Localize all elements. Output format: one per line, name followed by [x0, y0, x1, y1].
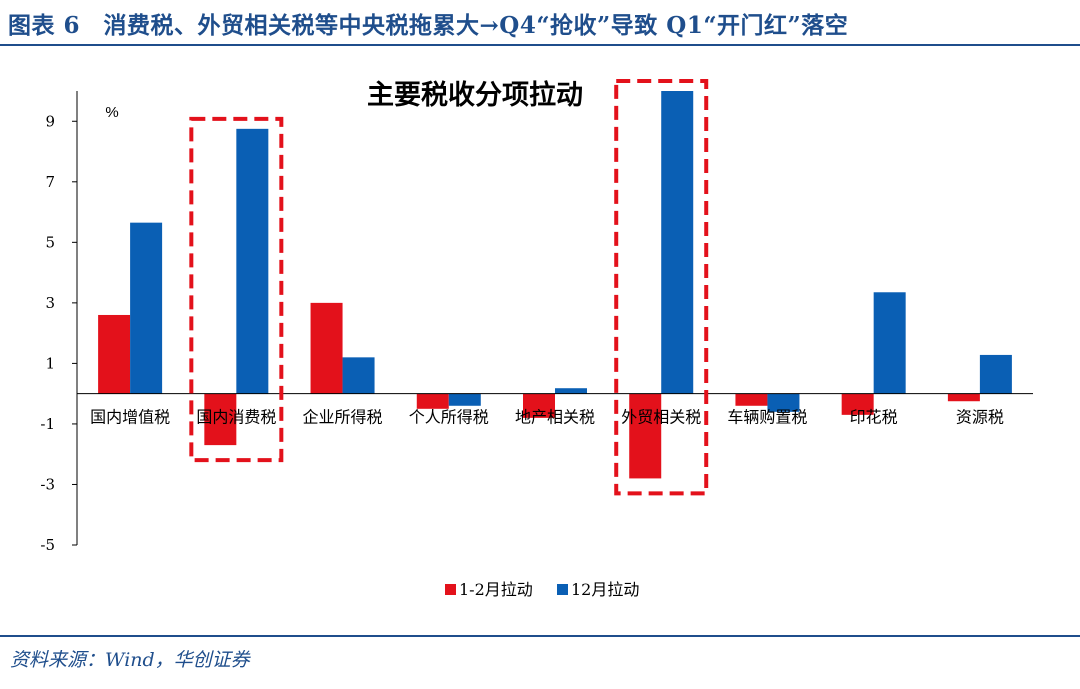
bar-dec-7 — [873, 292, 906, 394]
legend-swatch-dec — [557, 584, 568, 595]
bar-jan-feb-8 — [947, 393, 980, 402]
y-tick-label: 3 — [45, 294, 55, 312]
y-tick-label: 1 — [45, 354, 55, 372]
chart-area: 主要税收分项拉动 % 9 7 5 3 1 -1 -3 -5 国内增值税 国内消费税 企业所得税 个人… — [40, 79, 1033, 599]
legend-label-dec: 12月拉动 — [571, 580, 639, 599]
x-category-label: 资源税 — [956, 408, 1004, 427]
bar-jan-feb-7 — [841, 393, 874, 415]
bar-jan-feb-5 — [629, 393, 662, 479]
figure-title: 图表 6 消费税、外贸相关税等中央税拖累大→Q4“抢收”导致 Q1“开门红”落空 — [8, 12, 849, 39]
bar-dec-4 — [555, 388, 587, 394]
legend-swatch-jan-feb — [445, 584, 456, 595]
highlight-boxes — [189, 79, 709, 496]
y-tick-label: -1 — [40, 415, 55, 433]
y-tick-label: -3 — [40, 475, 55, 493]
x-category-label: 印花税 — [850, 408, 898, 427]
bar-dec-3 — [448, 393, 481, 406]
x-category-label: 车辆购置税 — [727, 408, 807, 427]
x-category-label: 国内消费税 — [196, 408, 276, 427]
y-tick-label: 7 — [45, 173, 55, 191]
y-axis-unit: % — [105, 104, 118, 121]
highlight-box — [614, 79, 709, 496]
x-category-label: 个人所得税 — [409, 408, 489, 427]
bar-jan-feb-2 — [310, 302, 343, 394]
bar-dec-6 — [767, 393, 800, 412]
x-category-label: 外贸相关税 — [621, 408, 701, 427]
y-tick-layer: 9 7 5 3 1 -1 -3 -5 — [40, 112, 77, 554]
bar-dec-2 — [342, 357, 375, 394]
legend[interactable]: 1-2月拉动 12月拉动 — [445, 580, 639, 599]
x-category-label: 企业所得税 — [303, 408, 383, 427]
bar-dec-1 — [236, 128, 269, 394]
y-tick-label: 5 — [45, 233, 55, 251]
y-tick-label: -5 — [40, 536, 55, 554]
top-divider — [0, 44, 1080, 46]
bar-jan-feb-3 — [416, 393, 449, 409]
bars-layer — [98, 91, 1012, 479]
bar-jan-feb-0 — [98, 314, 131, 394]
bar-jan-feb-6 — [735, 393, 768, 406]
legend-label-jan-feb: 1-2月拉动 — [459, 580, 533, 599]
x-category-label: 国内增值税 — [90, 408, 170, 427]
bar-jan-feb-4 — [523, 393, 555, 418]
chart-title: 主要税收分项拉动 — [367, 79, 583, 111]
highlight-box — [189, 116, 284, 463]
bottom-divider — [0, 635, 1080, 637]
bar-dec-5 — [661, 91, 694, 394]
bar-jan-feb-1 — [204, 393, 237, 446]
axes-layer — [76, 91, 1033, 545]
x-label-layer: 国内增值税 国内消费税 企业所得税 个人所得税 地产相关税 外贸相关税 车辆购置税 印花税 资源… — [90, 408, 1004, 427]
source-note: 资料来源：Wind，华创证券 — [10, 649, 250, 671]
bar-dec-8 — [979, 354, 1012, 394]
x-category-label: 地产相关税 — [515, 408, 595, 427]
y-tick-label: 9 — [45, 112, 55, 130]
bar-dec-0 — [130, 222, 163, 394]
